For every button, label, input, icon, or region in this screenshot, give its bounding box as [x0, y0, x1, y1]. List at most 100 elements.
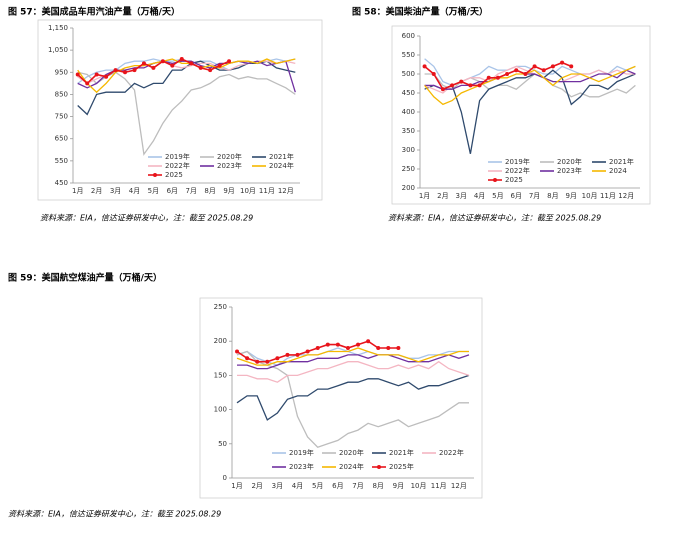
series-line [236, 347, 469, 366]
legend-label: 2021年 [609, 157, 634, 166]
legend-label: 2020年 [217, 152, 242, 161]
series-line [236, 350, 469, 448]
series-line [424, 65, 636, 106]
legend-label: 2025 [505, 176, 523, 184]
series-line [424, 73, 636, 98]
y-tick-label: 600 [402, 32, 415, 40]
series-marker [85, 81, 90, 86]
y-tick-label: 500 [402, 70, 415, 78]
series-marker [245, 356, 250, 361]
series-marker [523, 72, 528, 76]
y-tick-label: 250 [402, 165, 415, 173]
series-marker [541, 68, 546, 73]
series-marker [235, 349, 240, 354]
x-tick-label: 4月 [129, 187, 140, 195]
series-line [237, 354, 470, 370]
x-tick-label: 8月 [547, 192, 558, 200]
x-tick-label: 3月 [456, 192, 467, 200]
x-tick-label: 7月 [529, 192, 540, 200]
series-marker [315, 346, 320, 351]
x-tick-label: 5月 [312, 482, 323, 490]
legend-label: 2024年 [339, 462, 364, 471]
series-line [236, 374, 470, 421]
x-tick-label: 1月 [72, 187, 83, 195]
series-marker [198, 65, 203, 70]
series-marker [275, 356, 280, 361]
x-tick-label: 7月 [352, 482, 363, 490]
series-marker [560, 60, 565, 65]
x-tick-label: 6月 [167, 187, 178, 195]
x-tick-label: 2月 [437, 192, 448, 200]
legend-label: 2022年 [165, 161, 190, 170]
series-marker [569, 64, 574, 69]
y-tick-label: 750 [55, 113, 68, 121]
series-line [237, 360, 470, 383]
x-tick-label: 1月 [419, 192, 430, 200]
y-tick-label: 850 [55, 90, 68, 98]
y-tick-label: 0 [223, 474, 227, 482]
series-marker [255, 359, 260, 364]
chart-frame [391, 25, 651, 205]
series-line [236, 347, 469, 366]
legend-label: 2023年 [217, 161, 242, 170]
x-tick-label: 6月 [332, 482, 343, 490]
x-tick-label: 11月 [600, 192, 616, 200]
series-marker [468, 83, 473, 88]
series-marker [179, 57, 184, 61]
x-tick-label: 12月 [278, 187, 294, 195]
series-marker [356, 342, 361, 347]
x-tick-label: 1月 [231, 482, 242, 490]
y-tick-label: 50 [218, 440, 227, 448]
series-marker [396, 346, 401, 351]
x-tick-label: 12月 [451, 482, 467, 490]
y-tick-label: 400 [402, 108, 415, 116]
legend-label: 2020年 [339, 448, 364, 457]
y-tick-label: 300 [402, 146, 415, 154]
chart-frame [37, 19, 323, 201]
legend-label: 2024年 [269, 161, 294, 170]
series-marker [305, 349, 310, 354]
series-marker [532, 64, 537, 69]
series-marker [227, 59, 232, 64]
legend-label: 2020年 [557, 157, 582, 166]
series-marker [208, 68, 213, 73]
series-marker [94, 72, 99, 77]
y-tick-label: 550 [55, 157, 68, 165]
x-tick-label: 7月 [185, 187, 196, 195]
series-marker [505, 72, 510, 76]
chart-title: 图 58：美国柴油产量（万桶/天） [352, 6, 488, 18]
x-tick-label: 3月 [272, 482, 283, 490]
series-marker [325, 342, 330, 347]
series-marker [486, 75, 491, 80]
x-tick-label: 10月 [240, 187, 256, 195]
series-marker [285, 352, 290, 357]
series-marker [217, 63, 222, 68]
series-marker [295, 352, 300, 357]
legend-marker [377, 465, 381, 469]
series-marker [151, 65, 156, 70]
chart-title: 图 57：美国成品车用汽油产量（万桶/天） [8, 6, 180, 18]
series-line [424, 69, 636, 154]
legend-label: 2025年 [389, 462, 414, 471]
series-line [77, 60, 296, 116]
series-marker [376, 346, 381, 351]
y-tick-label: 250 [214, 303, 227, 311]
x-tick-label: 4月 [474, 192, 485, 200]
series-marker [459, 79, 464, 84]
y-tick-label: 200 [402, 184, 415, 192]
series-marker [189, 61, 194, 66]
legend-label: 2019年 [165, 152, 190, 161]
series-marker [132, 68, 137, 73]
series-marker [366, 339, 371, 344]
legend-label: 2023年 [557, 166, 582, 175]
y-tick-label: 100 [214, 406, 227, 414]
y-tick-label: 450 [55, 179, 68, 187]
legend-label: 2022年 [439, 448, 464, 457]
x-tick-label: 11月 [259, 187, 275, 195]
x-tick-label: 6月 [511, 192, 522, 200]
series-marker [265, 359, 270, 364]
x-tick-label: 9月 [223, 187, 234, 195]
y-tick-label: 150 [214, 371, 227, 379]
chart-frame [199, 297, 483, 499]
